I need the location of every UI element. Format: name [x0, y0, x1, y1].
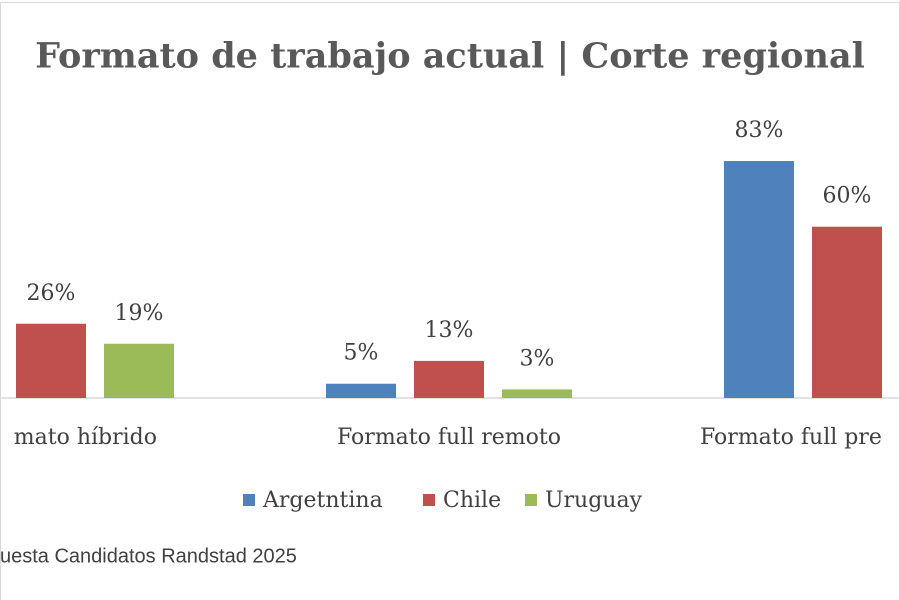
- bar: [812, 226, 882, 398]
- data-label: 60%: [823, 184, 872, 209]
- legend-label: Chile: [443, 488, 501, 513]
- legend-swatch: [423, 494, 435, 506]
- data-label: 3%: [520, 346, 555, 371]
- bar: [326, 383, 396, 398]
- bar: [724, 161, 794, 398]
- source-note: uesta Candidatos Randstad 2025: [0, 545, 297, 567]
- data-label: 5%: [344, 341, 379, 366]
- x-tick-label: Formato full pre: [700, 425, 882, 450]
- x-tick-label: mato híbrido: [14, 425, 157, 450]
- data-label: 13%: [425, 318, 474, 343]
- data-label: 83%: [735, 118, 784, 143]
- bar: [16, 323, 86, 398]
- bar: [502, 389, 572, 398]
- data-label: 26%: [27, 281, 76, 306]
- x-tick-label: Formato full remoto: [337, 425, 561, 450]
- data-label: 19%: [115, 301, 164, 326]
- chart-title: Formato de trabajo actual | Corte region…: [35, 36, 865, 77]
- legend-swatch: [243, 494, 255, 506]
- legend-label: Uruguay: [545, 488, 643, 513]
- bar: [104, 343, 174, 398]
- legend-swatch: [525, 494, 537, 506]
- legend-label: Argetntina: [262, 488, 383, 513]
- bar: [414, 360, 484, 398]
